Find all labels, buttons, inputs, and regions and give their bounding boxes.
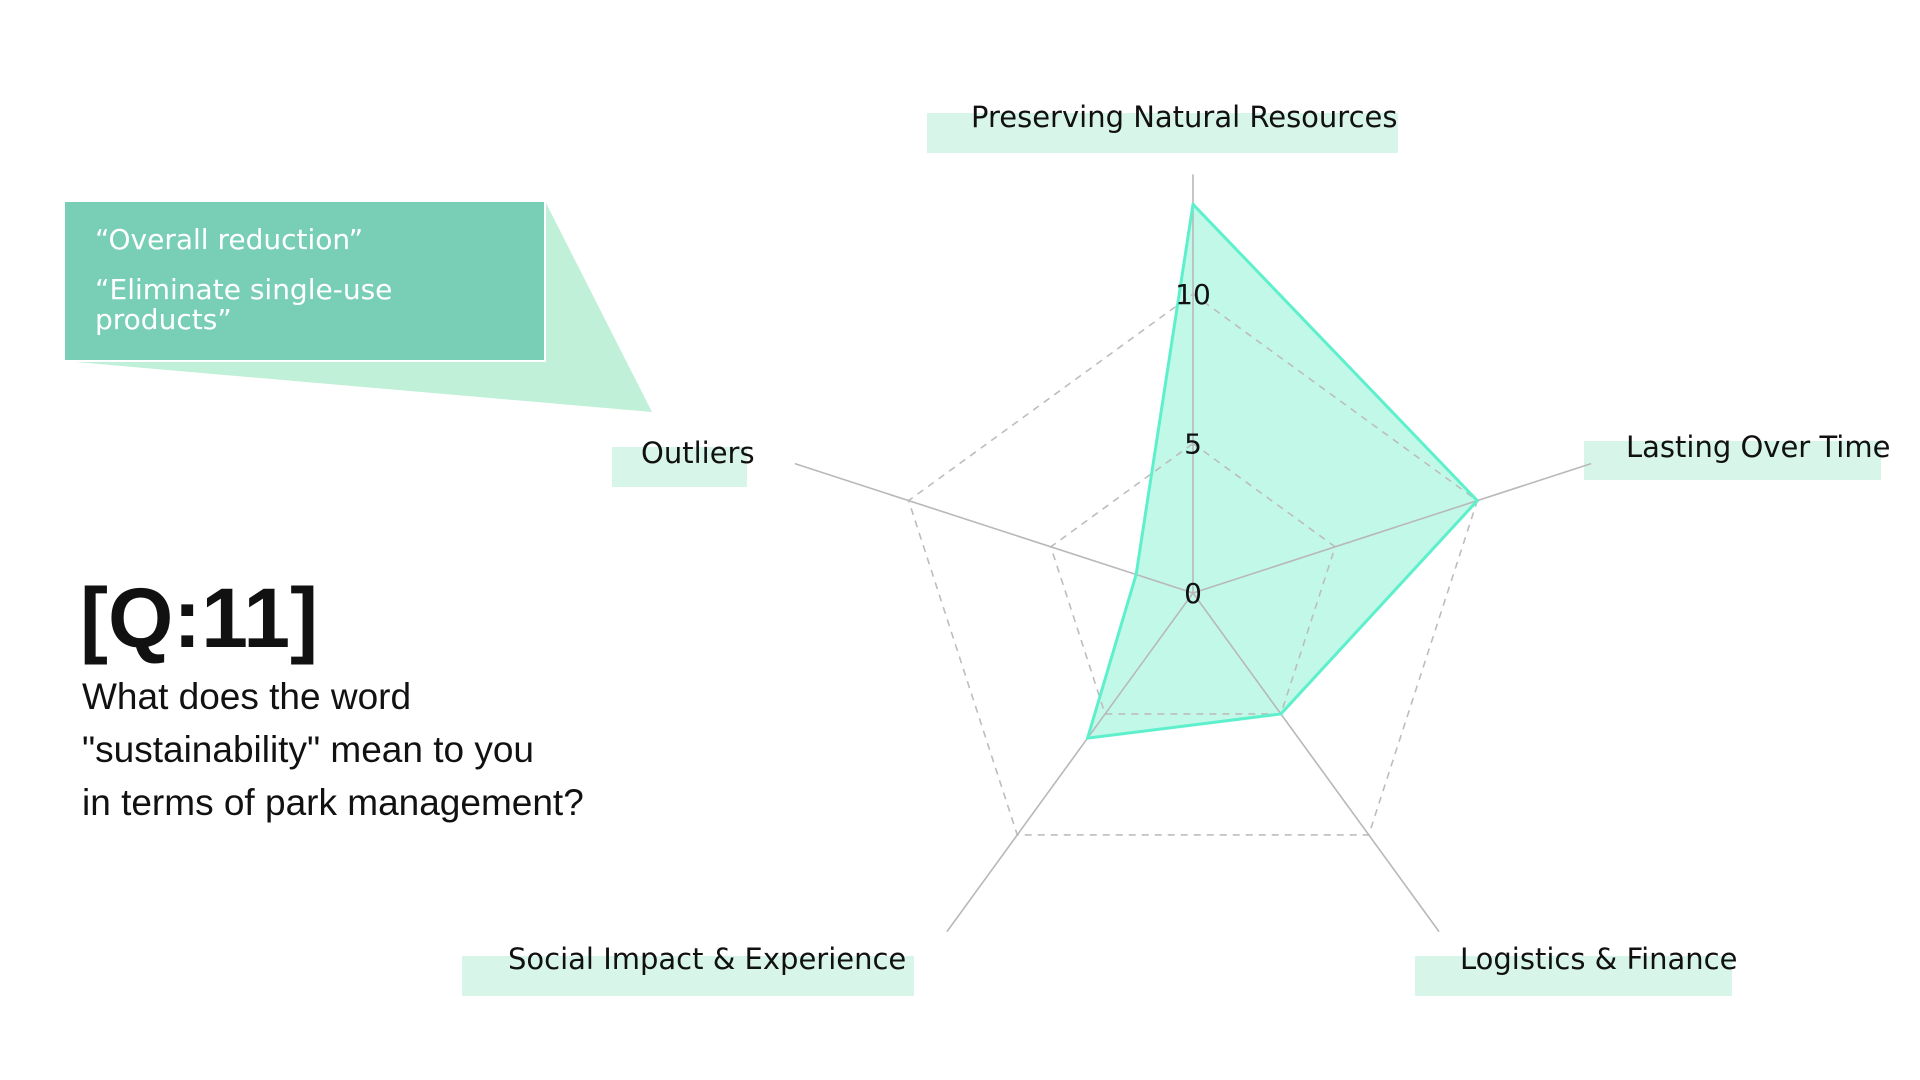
data-point-2 <box>1279 712 1283 716</box>
label-bg-social <box>462 956 914 996</box>
axis-line-1 <box>1192 462 1592 594</box>
axis-label-preserving: Preserving Natural Resources <box>971 100 1398 134</box>
label-bg-outliers <box>612 447 747 487</box>
question-line-1: What does the word <box>82 676 412 717</box>
callout-quote-1: “Overall reduction” <box>95 223 364 256</box>
callout-quote-2: “Eliminate single-use products” <box>95 273 393 336</box>
grid-ring-10 <box>907 293 1479 836</box>
tick-label-0: 0 <box>1184 577 1202 610</box>
question-id: [Q:11] <box>80 571 319 665</box>
axis-label-social: Social Impact & Experience <box>508 942 907 976</box>
data-point-0 <box>1191 202 1195 206</box>
label-bg-logistics <box>1415 956 1732 996</box>
label-bg-lasting <box>1584 441 1881 480</box>
tick-label-10: 10 <box>1175 278 1211 311</box>
axis-label-outliers: Outliers <box>641 436 755 470</box>
series-outline <box>1086 202 1479 740</box>
tick-label-5: 5 <box>1184 428 1202 461</box>
axis-line-4 <box>794 462 1194 594</box>
data-point-4 <box>1134 573 1138 577</box>
axis-line-2 <box>1192 592 1440 933</box>
question-line-3: in terms of park management? <box>82 782 584 823</box>
label-bg-preserving <box>927 113 1398 153</box>
grid-ring-5 <box>1049 442 1337 715</box>
axis-line-3 <box>946 592 1194 933</box>
axis-label-logistics: Logistics & Finance <box>1460 942 1738 976</box>
question-line-2: "sustainability" mean to you <box>82 729 535 770</box>
data-point-1 <box>1475 499 1479 503</box>
callout-box <box>63 200 546 362</box>
data-point-3 <box>1086 736 1090 740</box>
axis-label-lasting: Lasting Over Time <box>1626 430 1891 464</box>
